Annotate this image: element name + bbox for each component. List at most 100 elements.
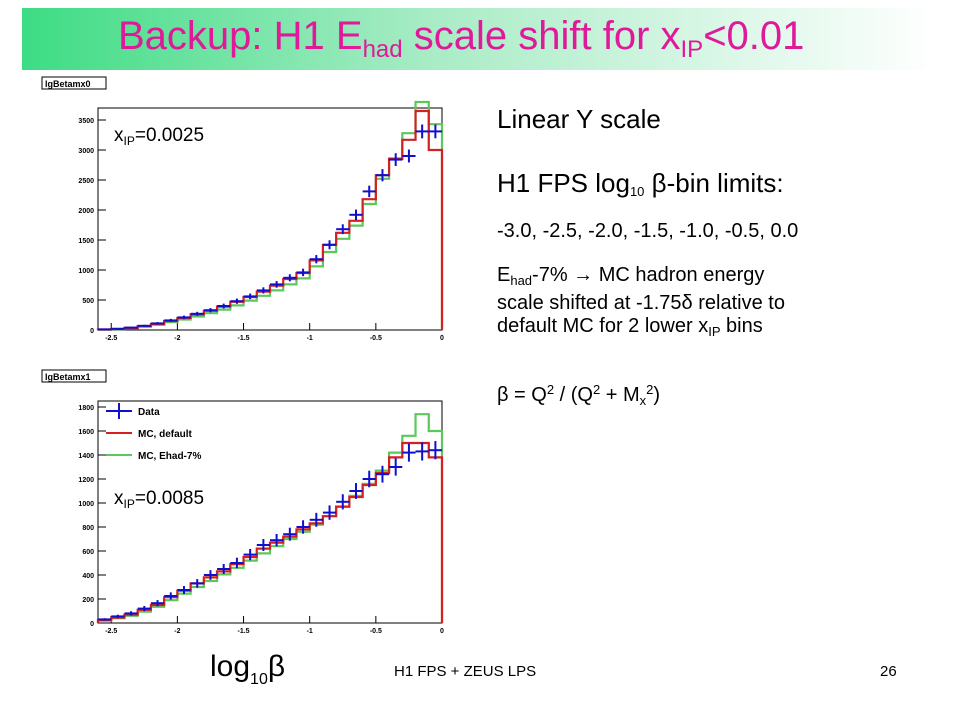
hist0-data-point bbox=[389, 153, 403, 167]
hist1-data-point bbox=[230, 557, 244, 569]
hist1-data-point bbox=[415, 442, 429, 461]
hist1-ytick-label: 200 bbox=[82, 597, 94, 604]
hist1-xtick-label: 0 bbox=[440, 628, 444, 635]
note-linear-scale: Linear Y scale bbox=[497, 104, 661, 134]
hist0-data-point bbox=[309, 255, 323, 264]
hist1-legend-label: MC, default bbox=[138, 429, 193, 440]
hist0-data-point bbox=[177, 315, 191, 320]
hist1-data-point bbox=[309, 512, 323, 527]
hist0-xtick-label: -1.5 bbox=[238, 335, 250, 342]
hist1-ytick-label: 1200 bbox=[78, 477, 94, 484]
hist1-data-point bbox=[375, 465, 390, 483]
hist0-data-point bbox=[243, 293, 257, 300]
hist0-data-point bbox=[164, 318, 178, 322]
hist1-annotation-sub: IP bbox=[124, 497, 135, 511]
hist1-ytick-label: 400 bbox=[82, 573, 94, 580]
hist1-data-point bbox=[98, 618, 112, 621]
hist1-data-point bbox=[270, 533, 284, 547]
hist0-namebox bbox=[41, 76, 107, 90]
note-beta-definition: β = Q2 / (Q2 + Mx2) bbox=[497, 382, 661, 408]
hist1-data-point bbox=[389, 458, 403, 476]
hist0-annotation: xIP=0.0025 bbox=[114, 125, 204, 148]
note-ehad: Ehad-7% → MC hadron energy scale shifted… bbox=[497, 264, 785, 339]
hist1-annotation-value: =0.0085 bbox=[135, 488, 204, 509]
hist0-annotation-x: x bbox=[114, 125, 124, 146]
hist1-data-point bbox=[256, 539, 270, 551]
hist1-ytick-label: 1600 bbox=[78, 429, 94, 436]
hist1-ytick-label: 1000 bbox=[78, 501, 94, 508]
hist0-ytick-label: 3000 bbox=[78, 148, 94, 155]
hist0-data-point bbox=[98, 328, 112, 331]
hist0-data-point bbox=[322, 240, 337, 250]
hist1-xtick-label: -2 bbox=[174, 628, 180, 635]
hist0-name-label: lgBetamx0 bbox=[45, 79, 91, 89]
hist1-data-point bbox=[164, 592, 178, 600]
hist0-ytick-label: 2500 bbox=[78, 178, 94, 185]
hist0-data-point bbox=[349, 209, 363, 221]
hist1-legend-label: Data bbox=[138, 407, 160, 418]
hist1-data-point bbox=[203, 570, 218, 580]
histogram-panel-top: lgBetamx0 0 500 1000 1500 2000 2500 3000 3500 -2.… bbox=[41, 76, 444, 342]
note-bin-values: -3.0, -2.5, -2.0, -1.5, -1.0, -0.5, 0.0 bbox=[497, 220, 799, 242]
hist1-data-point bbox=[243, 548, 257, 561]
hist1-name-label: lgBetamx1 bbox=[45, 372, 91, 382]
hist1-data-point bbox=[402, 443, 416, 462]
hist1-data-point bbox=[111, 614, 125, 619]
hist0-ytick-label: 1500 bbox=[78, 238, 94, 245]
hist1-data-point bbox=[217, 563, 231, 575]
hist1-series-mc-default bbox=[96, 441, 444, 623]
hist0-data-point bbox=[190, 311, 204, 316]
hist1-data-point bbox=[283, 527, 297, 541]
hist0-xtick-label: -0.5 bbox=[370, 335, 382, 342]
hist0-data-point bbox=[336, 224, 350, 235]
hist1-data-point bbox=[150, 600, 165, 607]
hist0-data-point bbox=[124, 326, 138, 329]
hist1-data-point bbox=[137, 605, 151, 612]
hist1-data-point bbox=[349, 483, 363, 499]
hist0-data-point bbox=[375, 169, 390, 182]
hist1-ytick-label: 800 bbox=[82, 525, 94, 532]
hist1-data-point bbox=[190, 579, 204, 588]
hist0-ytick-label: 0 bbox=[90, 328, 94, 335]
hist1-xtick-label: -0.5 bbox=[370, 628, 382, 635]
hist0-data-point bbox=[217, 303, 231, 309]
histogram-panel-bottom: lgBetamx1 0 200 400 600 800 1000 1200 1400 1600 18… bbox=[41, 369, 444, 635]
hist0-ytick-label: 500 bbox=[82, 298, 94, 305]
hist0-data-point bbox=[270, 281, 284, 288]
hist0-data-point bbox=[111, 327, 125, 330]
hist0-xtick-label: -1 bbox=[307, 335, 313, 342]
hist1-annotation-x: x bbox=[114, 488, 124, 509]
hist1-xtick-label: -1.5 bbox=[238, 628, 250, 635]
hist0-data-point bbox=[362, 185, 376, 198]
hist1-data-point bbox=[124, 611, 138, 616]
hist1-frame bbox=[97, 400, 443, 624]
title-band bbox=[22, 8, 938, 70]
hist0-data-point bbox=[428, 124, 442, 139]
hist0-data-point bbox=[283, 274, 297, 282]
hist0-data-point bbox=[137, 324, 151, 327]
x-axis-title: log10β bbox=[210, 650, 286, 688]
note-bin-limits-heading: H1 FPS log10 β-bin limits: bbox=[497, 168, 784, 199]
page-number: 26 bbox=[880, 663, 897, 680]
hist1-data-point bbox=[362, 470, 376, 488]
hist1-data-point bbox=[322, 505, 337, 520]
hist0-data-point bbox=[150, 322, 165, 325]
slide-footer: H1 FPS + ZEUS LPS bbox=[394, 663, 537, 680]
hist1-data-point bbox=[177, 586, 191, 594]
hist0-data-point bbox=[296, 268, 310, 277]
hist0-ytick-label: 2000 bbox=[78, 208, 94, 215]
hist1-data-point bbox=[296, 520, 310, 534]
hist1-data-point bbox=[336, 494, 350, 510]
hist1-ytick-label: 1400 bbox=[78, 453, 94, 460]
hist1-data-point bbox=[428, 441, 442, 460]
hist0-xtick-label: 0 bbox=[440, 335, 444, 342]
hist0-series-mc-default bbox=[96, 109, 444, 331]
hist1-ytick-label: 600 bbox=[82, 549, 94, 556]
hist0-xtick-label: -2 bbox=[174, 335, 180, 342]
hist0-data-point bbox=[402, 149, 416, 163]
hist0-annotation-sub: IP bbox=[124, 134, 135, 148]
hist1-namebox bbox=[41, 369, 107, 383]
hist1-ytick-label: 1800 bbox=[78, 405, 94, 412]
hist0-ytick-label: 1000 bbox=[78, 268, 94, 275]
hist0-data-point bbox=[415, 124, 429, 139]
